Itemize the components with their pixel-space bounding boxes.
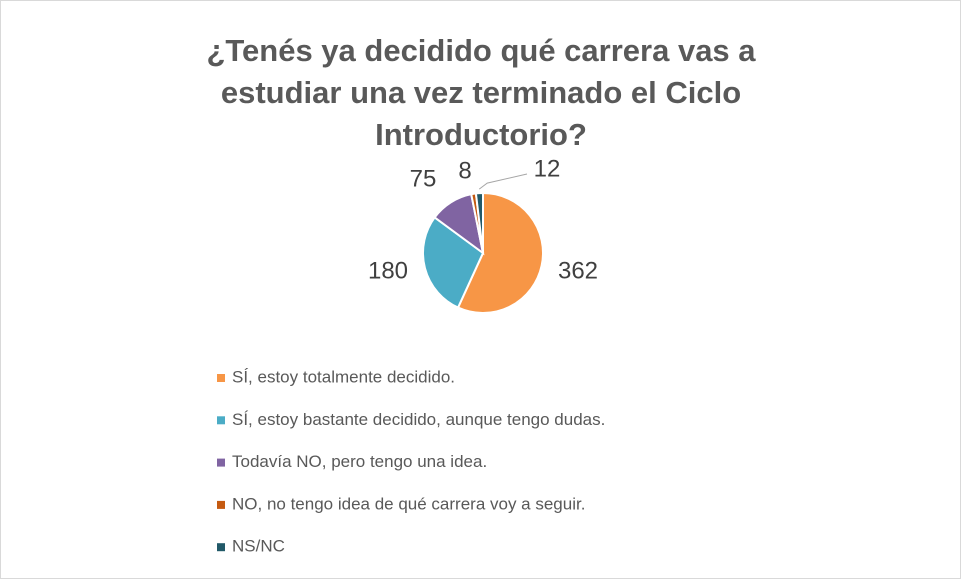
- legend-label: SÍ, estoy bastante decidido, aunque teng…: [232, 410, 605, 429]
- legend-swatch: [217, 543, 225, 552]
- chart-title: ¿Tenés ya decidido qué carrera vas a est…: [206, 33, 756, 152]
- data-label: 75: [410, 165, 437, 192]
- pie-slice: [474, 191, 484, 254]
- data-label: 8: [458, 157, 471, 184]
- data-label: 180: [368, 257, 408, 284]
- legend-label: NS/NC: [232, 537, 285, 556]
- legend-label: NO, no tengo idea de qué carrera voy a s…: [232, 494, 585, 513]
- data-label: 362: [558, 257, 598, 284]
- legend-label: SÍ, estoy totalmente decidido.: [232, 367, 455, 386]
- legend-swatch: [217, 458, 225, 467]
- pie-slice: [422, 216, 485, 309]
- data-label: 12: [534, 155, 561, 182]
- legend-swatch: [217, 374, 225, 382]
- legend-swatch: [217, 416, 225, 425]
- legend-swatch: [217, 500, 225, 509]
- pie-slice: [456, 191, 544, 314]
- leader-line: [478, 173, 528, 190]
- legend-label: Todavía NO, pero tengo una idea.: [232, 452, 487, 471]
